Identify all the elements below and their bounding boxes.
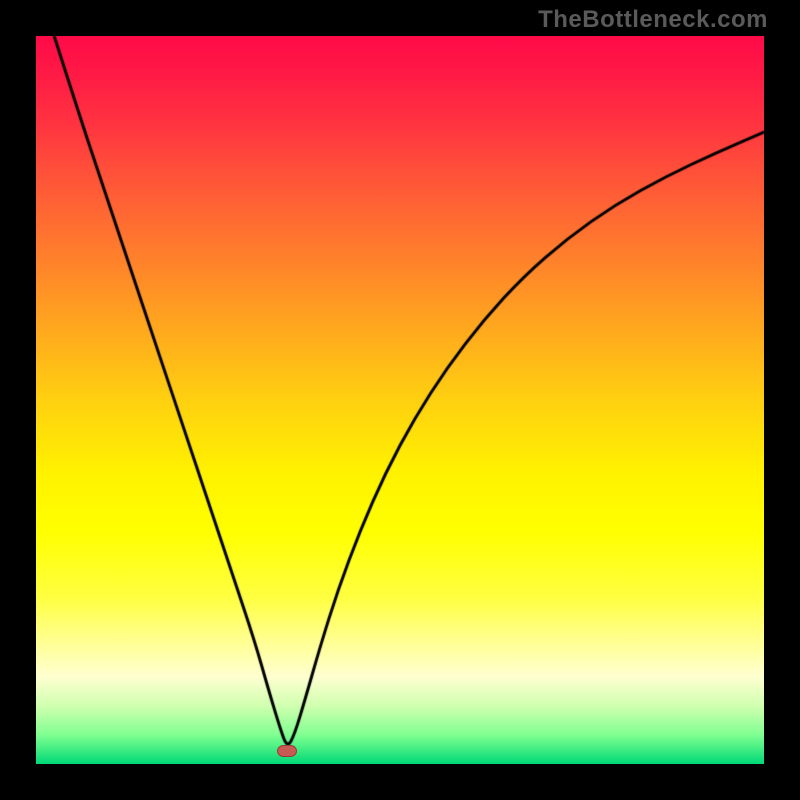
watermark-text: TheBottleneck.com — [538, 6, 768, 34]
optimal-point-marker — [277, 745, 297, 757]
bottleneck-curve — [0, 0, 800, 800]
